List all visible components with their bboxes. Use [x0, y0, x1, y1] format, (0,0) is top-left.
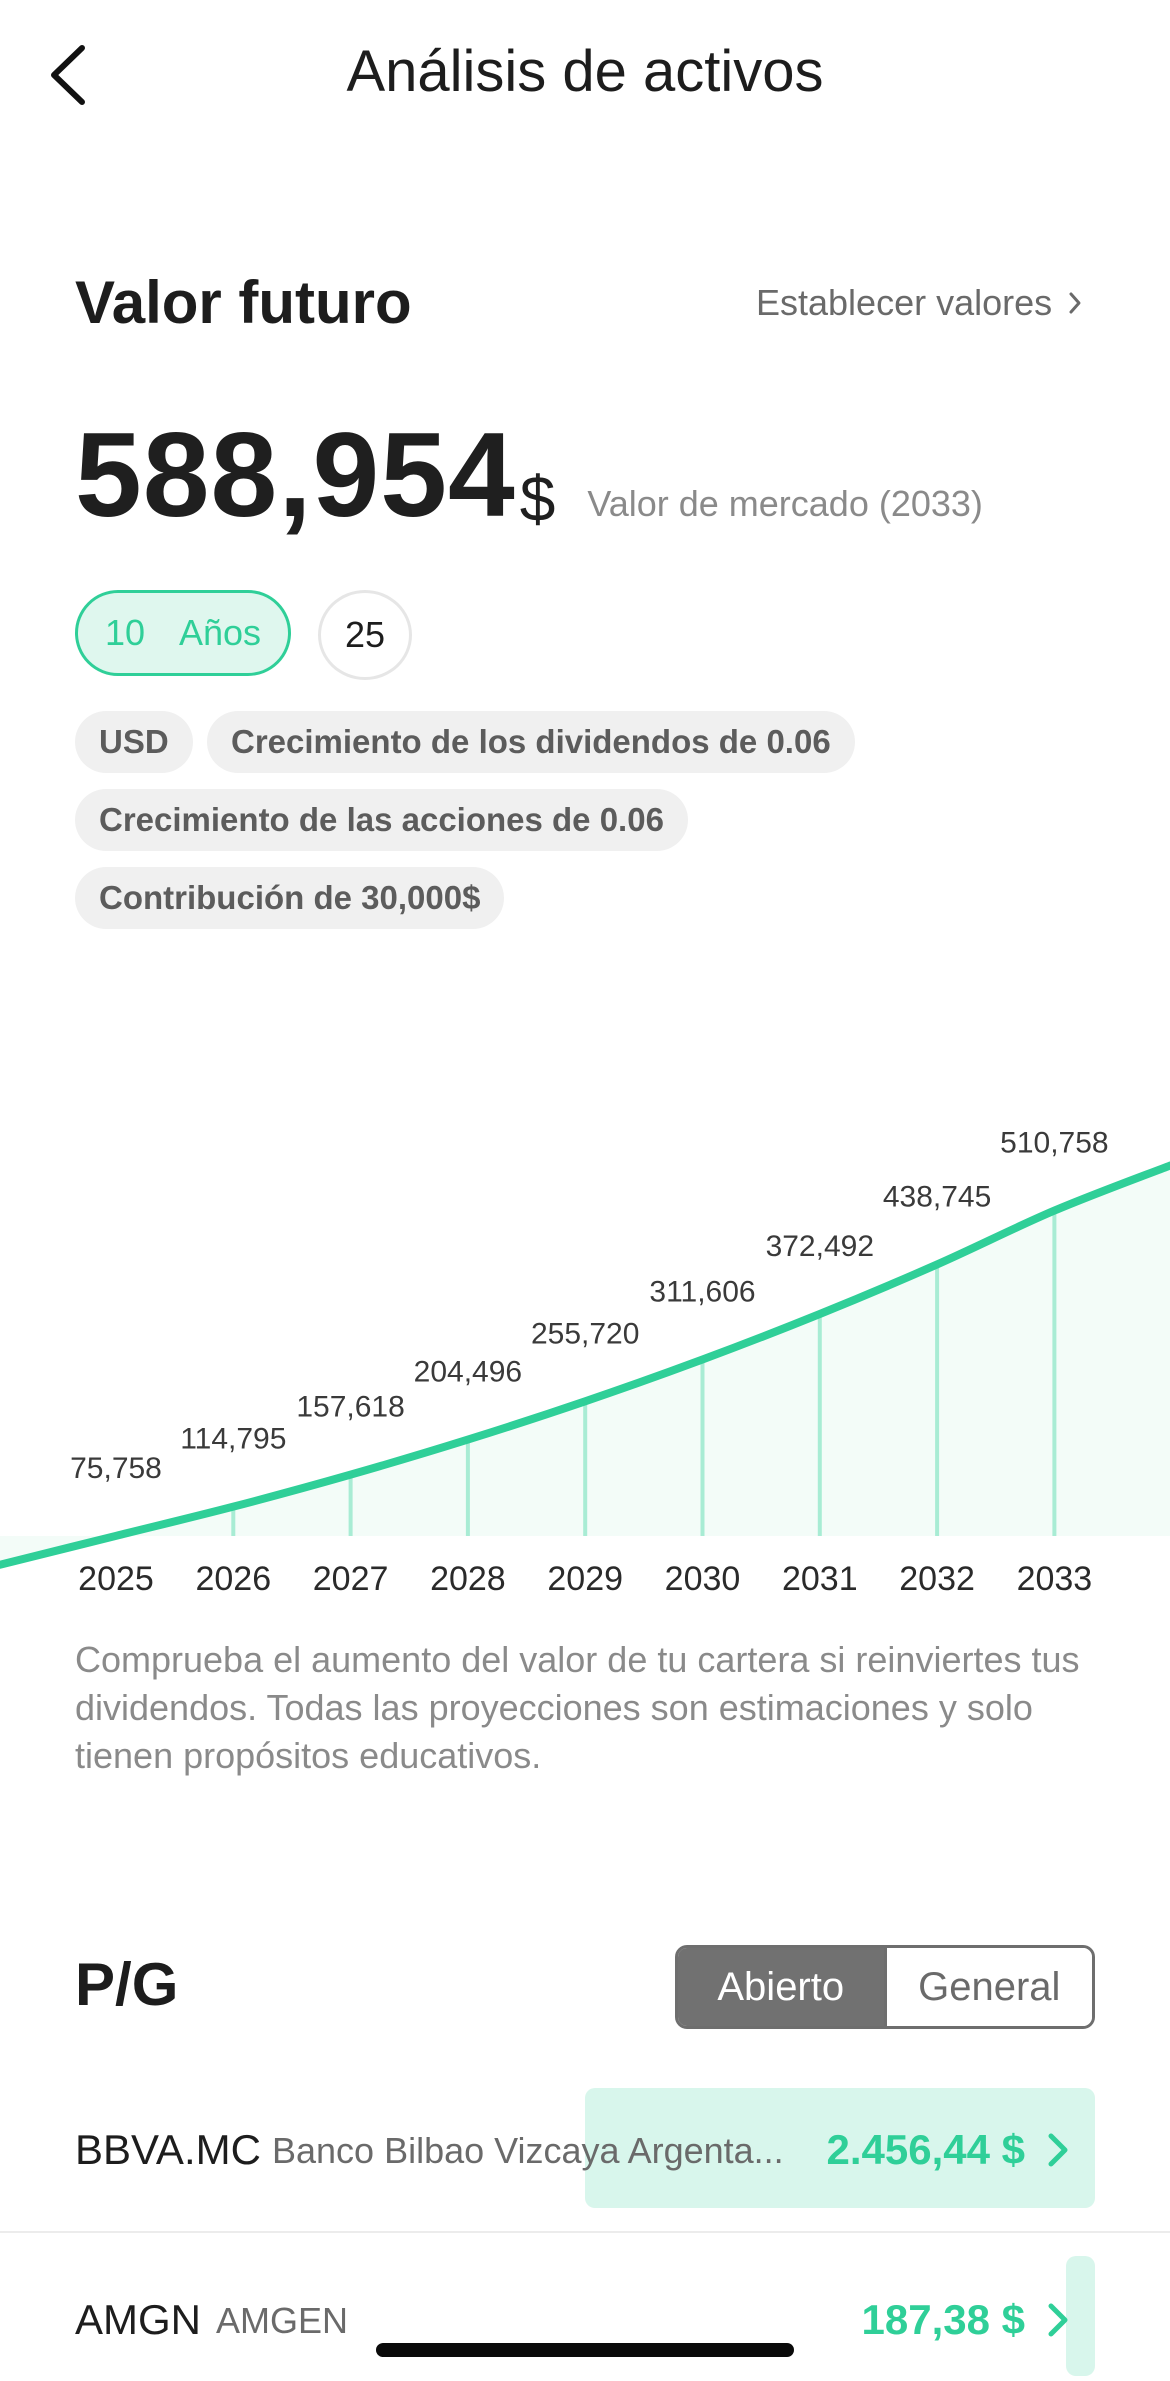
back-button[interactable]: [40, 40, 96, 110]
set-values-label: Establecer valores: [756, 282, 1053, 323]
page-title: Análisis de activos: [346, 39, 824, 104]
chart-x-tick-label: 2033: [1017, 1560, 1093, 1598]
home-indicator: [376, 2343, 794, 2357]
tag-stock-growth: Crecimiento de las acciones de 0.06: [75, 789, 688, 851]
future-value-summary: 588,954 $ Valor de mercado (2033): [75, 415, 983, 535]
row-value: 187,38 $: [861, 2296, 1026, 2343]
segment-general[interactable]: General: [883, 1948, 1092, 2026]
market-value-label: Valor de mercado (2033): [587, 483, 983, 524]
chevron-left-icon: [51, 45, 85, 105]
chart-data-label: 157,618: [296, 1391, 404, 1424]
row-symbol: BBVA.MC: [75, 2126, 261, 2173]
row-symbol: AMGN: [75, 2296, 201, 2343]
row-value: 2.456,44 $: [826, 2126, 1025, 2173]
years-selector-10[interactable]: 10 Años: [75, 590, 291, 676]
chart-data-label: 75,758: [70, 1452, 162, 1485]
chart-data-label: 311,606: [649, 1276, 755, 1309]
future-value-amount: 588,954: [75, 408, 516, 542]
chart-x-tick-label: 2026: [195, 1560, 271, 1598]
years-selector-25[interactable]: 25: [318, 590, 412, 680]
list-item[interactable]: BBVA.MC Banco Bilbao Vizcaya Argenta... …: [0, 2088, 1170, 2210]
chart-x-tick-label: 2030: [665, 1560, 741, 1598]
chart-data-label: 510,758: [1000, 1127, 1108, 1160]
chart-data-label: 438,745: [883, 1180, 991, 1213]
pg-title: P/G: [75, 1951, 179, 2018]
chart-series-line: [0, 1161, 1170, 1569]
chart-x-tick-label: 2027: [313, 1560, 389, 1598]
segment-open[interactable]: Abierto: [678, 1948, 884, 2026]
future-value-title: Valor futuro: [75, 269, 412, 336]
chart-x-tick-label: 2032: [899, 1560, 975, 1598]
years-unit: Años: [178, 612, 262, 653]
chart-x-tick-label: 2025: [78, 1560, 154, 1598]
chevron-right-icon: [1048, 2303, 1068, 2337]
set-values-link[interactable]: Establecer valores: [756, 282, 1082, 324]
years-value: 10: [104, 612, 145, 653]
row-name: Banco Bilbao Vizcaya Argenta...: [272, 2130, 784, 2171]
future-value-currency: $: [519, 463, 556, 535]
chart-data-label: 255,720: [531, 1317, 639, 1350]
tag-dividend-growth: Crecimiento de los dividendos de 0.06: [207, 711, 855, 773]
tag-contribution: Contribución de 30,000$: [75, 867, 505, 929]
row-name: AMGEN: [216, 2300, 349, 2341]
chart-data-label: 114,795: [180, 1423, 286, 1456]
pg-segmented-control: Abierto General: [675, 1945, 1095, 2029]
list-item[interactable]: AMGN AMGEN 187,38 $: [0, 2256, 1170, 2381]
chart-x-tick-label: 2028: [430, 1560, 506, 1598]
row-highlight: [1066, 2256, 1095, 2376]
future-value-chart: 75,758 2025 114,795 2026 157,618 2027 204,496 2…: [0, 1127, 1170, 1598]
chart-data-label: 204,496: [414, 1356, 522, 1389]
chart-x-tick-label: 2029: [547, 1560, 623, 1598]
disclaimer-text: Comprueba el aumento del valor de tu car…: [75, 1639, 1080, 1776]
chevron-right-icon: [1069, 292, 1081, 314]
chart-area: [0, 1165, 1170, 1565]
row-divider: [0, 2231, 1170, 2233]
row-highlight: [585, 2088, 1095, 2208]
tag-currency: USD: [75, 711, 193, 773]
chart-x-tick-label: 2031: [782, 1560, 858, 1598]
chevron-right-icon: [1048, 2133, 1068, 2167]
chart-data-label: 372,492: [766, 1230, 874, 1263]
